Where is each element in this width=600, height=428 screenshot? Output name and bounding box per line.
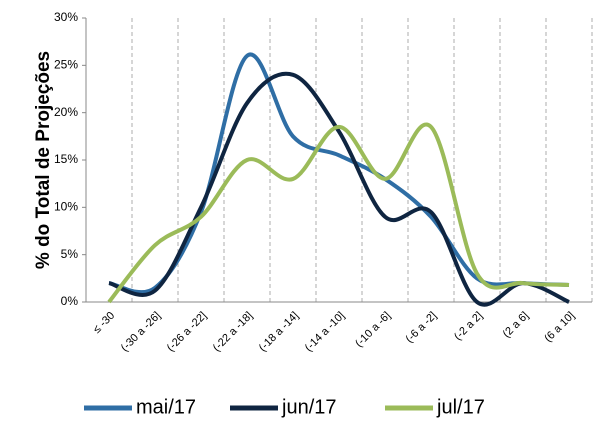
legend-label: jul/17 bbox=[436, 396, 485, 418]
series-line bbox=[108, 71, 570, 307]
legend-label: mai/17 bbox=[136, 396, 196, 418]
series-line bbox=[107, 122, 570, 304]
y-axis-title: % do Total de Projeções bbox=[33, 51, 54, 269]
x-tick-label: (-2 a 2] bbox=[452, 310, 485, 343]
x-tick-label: (2 a 6] bbox=[501, 310, 532, 341]
x-tick-label: (-18 a -14] bbox=[257, 310, 301, 354]
y-tick-label: 20% bbox=[54, 105, 78, 119]
x-tick-label: ≤ -30 bbox=[91, 310, 117, 336]
y-tick-label: 0% bbox=[61, 294, 79, 308]
legend-label: jun/17 bbox=[281, 396, 337, 418]
x-tick-label: (-26 a -22] bbox=[165, 310, 209, 354]
x-tick-label: (-10 a -6] bbox=[353, 310, 393, 350]
y-tick-label: 5% bbox=[61, 247, 79, 261]
x-tick-label: (6 a 10] bbox=[542, 310, 577, 345]
x-tick-label: (-22 a -18] bbox=[211, 310, 255, 354]
y-tick-label: 15% bbox=[54, 152, 78, 166]
y-tick-label: 10% bbox=[54, 200, 78, 214]
x-tick-label: (-6 a -2] bbox=[403, 310, 439, 346]
y-tick-label: 30% bbox=[54, 10, 78, 24]
x-tick-label: (-14 a -10] bbox=[303, 310, 347, 354]
x-tick-label: (-30 a -26] bbox=[119, 310, 163, 354]
y-tick-label: 25% bbox=[54, 58, 78, 72]
